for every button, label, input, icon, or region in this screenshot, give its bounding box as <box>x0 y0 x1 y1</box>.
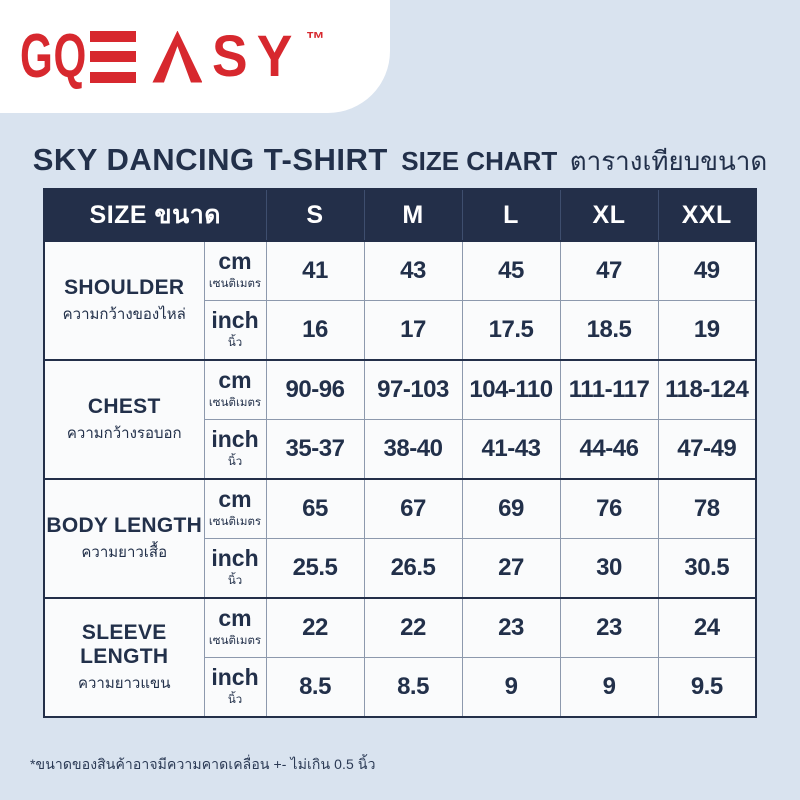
unit-cell-cm: cm เซนติเมตร <box>203 597 267 658</box>
value-cell: 24 <box>657 597 757 658</box>
value-cell: 47 <box>559 240 659 301</box>
value-cell: 118-124 <box>657 359 757 420</box>
table-row-shoulder-cm: SHOULDER ความกว้างของไหล่ cm เซนติเมตร 4… <box>43 240 757 361</box>
tolerance-footnote: *ขนาดของสินค้าอาจมีความคาดเคลื่อน +- ไม่… <box>30 756 376 772</box>
value-cell: 41 <box>265 240 365 301</box>
value-cell: 16 <box>265 300 365 361</box>
value-cell: 27 <box>461 538 561 599</box>
measure-label-sleeve-length: SLEEVE LENGTH ความยาวแขน <box>43 597 205 718</box>
value-cell: 23 <box>559 597 659 658</box>
header-size-label: SIZE ขนาด <box>43 189 267 242</box>
brand-gq-text: GQ <box>20 22 87 91</box>
unit-cell-cm: cm เซนติเมตร <box>203 478 267 539</box>
value-cell: 30 <box>559 538 659 599</box>
value-cell: 44-46 <box>559 419 659 480</box>
table-row-body-length-cm: BODY LENGTH ความยาวเสื้อ cm เซนติเมตร 65… <box>43 478 757 599</box>
value-cell: 22 <box>265 597 365 658</box>
page-title: SKY DANCING T-SHIRT SIZE CHART ตารางเทีย… <box>0 141 800 182</box>
unit-cell-inch: inch นิ้ว <box>203 419 267 480</box>
brand-sy-text: SY <box>212 24 303 89</box>
table-row-sleeve-length-cm: SLEEVE LENGTH ความยาวแขน cm เซนติเมตร 22… <box>43 597 757 718</box>
value-cell: 111-117 <box>559 359 659 420</box>
size-chart-label-en: SIZE CHART <box>401 146 558 176</box>
unit-cell-cm: cm เซนติเมตร <box>203 240 267 301</box>
value-cell: 17.5 <box>461 300 561 361</box>
table-header-row: SIZE ขนาด S M L XL XXL <box>43 189 757 242</box>
product-name: SKY DANCING T-SHIRT <box>32 142 388 177</box>
value-cell: 9 <box>461 657 561 718</box>
value-cell: 18.5 <box>559 300 659 361</box>
unit-cell-inch: inch นิ้ว <box>203 538 267 599</box>
value-cell: 41-43 <box>461 419 561 480</box>
value-cell: 19 <box>657 300 757 361</box>
unit-cell-inch: inch นิ้ว <box>203 300 267 361</box>
value-cell: 78 <box>657 478 757 539</box>
value-cell: 38-40 <box>363 419 463 480</box>
value-cell: 49 <box>657 240 757 301</box>
value-cell: 104-110 <box>461 359 561 420</box>
value-cell: 35-37 <box>265 419 365 480</box>
trademark-symbol: ™ <box>305 29 325 50</box>
value-cell: 9.5 <box>657 657 757 718</box>
brand-logo: GQ SY ™ <box>20 21 325 92</box>
table-row-shoulder-inch: inch นิ้ว 16 17 17.5 18.5 19 <box>44 300 757 361</box>
table-row-sleeve-length-inch: inch นิ้ว 8.5 8.5 9 9 9.5 <box>44 657 757 718</box>
easy-letter-a-caret-icon <box>152 30 203 83</box>
size-chart-label-th: ตารางเทียบขนาด <box>569 146 768 176</box>
value-cell: 25.5 <box>265 538 365 599</box>
value-cell: 47-49 <box>657 419 757 480</box>
value-cell: 9 <box>559 657 659 718</box>
value-cell: 17 <box>363 300 463 361</box>
measure-label-chest: CHEST ความกว้างรอบอก <box>43 359 205 480</box>
value-cell: 45 <box>461 240 561 301</box>
value-cell: 8.5 <box>265 657 365 718</box>
value-cell: 69 <box>461 478 561 539</box>
value-cell: 8.5 <box>363 657 463 718</box>
measure-label-body-length: BODY LENGTH ความยาวเสื้อ <box>43 478 205 599</box>
unit-cell-cm: cm เซนติเมตร <box>203 359 267 420</box>
header-size-xl: XL <box>559 189 659 242</box>
value-cell: 65 <box>265 478 365 539</box>
value-cell: 67 <box>363 478 463 539</box>
measure-label-shoulder: SHOULDER ความกว้างของไหล่ <box>43 240 205 361</box>
value-cell: 22 <box>363 597 463 658</box>
brand-logo-card: GQ SY ™ <box>0 0 390 113</box>
value-cell: 23 <box>461 597 561 658</box>
table-row-chest-cm: CHEST ความกว้างรอบอก cm เซนติเมตร 90-96 … <box>43 359 757 480</box>
value-cell: 97-103 <box>363 359 463 420</box>
size-chart-table: SIZE ขนาด S M L XL XXL SHOULDER ความกว้า… <box>43 188 757 718</box>
value-cell: 43 <box>363 240 463 301</box>
easy-letter-e-bars-icon <box>90 30 137 83</box>
header-size-xxl: XXL <box>657 189 757 242</box>
header-size-s: S <box>265 189 365 242</box>
header-size-m: M <box>363 189 463 242</box>
value-cell: 90-96 <box>265 359 365 420</box>
value-cell: 30.5 <box>657 538 757 599</box>
unit-cell-inch: inch นิ้ว <box>203 657 267 718</box>
header-size-l: L <box>461 189 561 242</box>
value-cell: 76 <box>559 478 659 539</box>
value-cell: 26.5 <box>363 538 463 599</box>
